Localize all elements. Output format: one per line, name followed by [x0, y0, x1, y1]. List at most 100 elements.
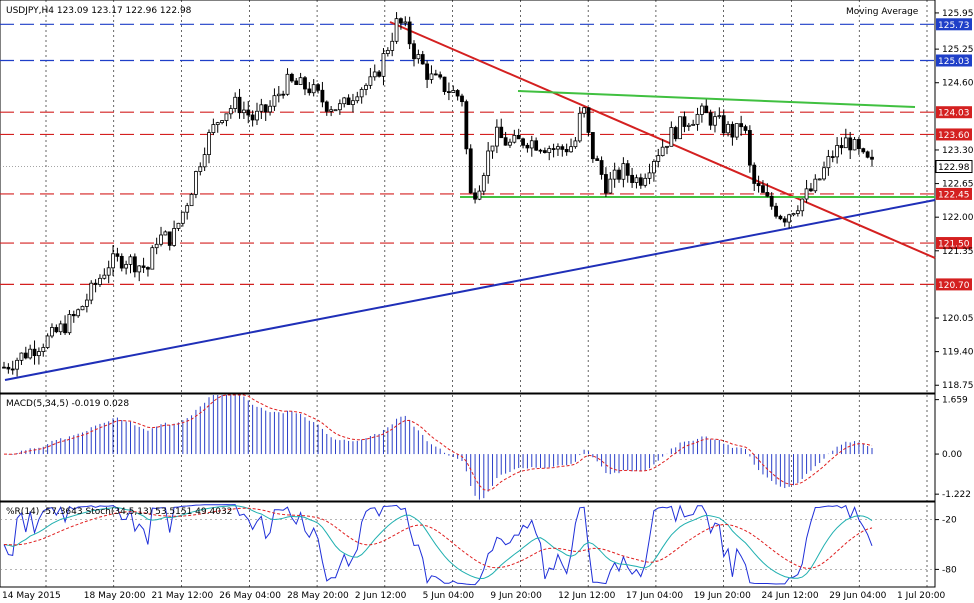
candle-body [228, 108, 233, 115]
price-tick-label: 120.05 [942, 314, 974, 324]
time-label: 19 Jun 20:00 [694, 591, 751, 601]
candle-body [10, 368, 15, 371]
candle-body [804, 188, 809, 200]
candle-body [399, 18, 403, 24]
candle-body [717, 115, 722, 118]
candle-body [691, 123, 696, 126]
candle-body [494, 126, 499, 147]
candle-body [146, 267, 150, 270]
candle-body [316, 84, 320, 91]
candle-body [420, 54, 425, 65]
candle-body [89, 282, 94, 301]
wpr-tick-label: -20 [942, 516, 957, 526]
candle-body [111, 253, 115, 269]
candle-body [132, 256, 137, 273]
candle-body [582, 107, 587, 114]
candle-body [556, 146, 560, 150]
candle-body [560, 146, 565, 150]
candle-body [364, 84, 368, 90]
support-trendline [4, 199, 936, 381]
candle-body [180, 211, 185, 224]
level-tag-label: 123.60 [938, 131, 970, 141]
candle-body [45, 335, 50, 348]
candle-body [739, 123, 744, 128]
candle-body [800, 198, 805, 212]
candle-body [608, 178, 613, 194]
candle-body [830, 156, 835, 158]
candle-body [41, 347, 46, 352]
candle-body [263, 104, 268, 113]
candle-body [486, 150, 491, 176]
candle-body [150, 247, 155, 270]
candle-body [590, 132, 595, 160]
candle-body [656, 155, 661, 162]
candle-body [189, 193, 194, 207]
level-tag-label: 120.70 [938, 281, 970, 291]
candle-body [337, 103, 342, 111]
candle-body [686, 124, 691, 127]
candle-body [207, 132, 211, 155]
candle-body [115, 253, 120, 257]
candle-body [525, 144, 530, 149]
price-tick-label: 125.25 [942, 45, 974, 55]
candle-body [743, 126, 748, 131]
candle-body [569, 146, 573, 153]
candle-body [529, 140, 534, 149]
candle-body [761, 185, 765, 193]
candle-body [665, 145, 669, 148]
candle-body [782, 218, 787, 223]
candle-body [342, 97, 347, 105]
level-tag [936, 128, 972, 141]
candle-body [809, 188, 813, 192]
candle-body [255, 110, 259, 121]
candle-body [298, 77, 303, 85]
price-tick-label: 118.75 [942, 381, 974, 391]
candle-body [617, 169, 621, 180]
candle-body [455, 90, 460, 97]
candle-body [351, 100, 355, 105]
candle-body [433, 73, 438, 76]
candle-body [734, 123, 739, 138]
time-label: 12 Jun 12:00 [558, 591, 615, 601]
macd-tick-label: 0.00 [942, 450, 962, 460]
candle-body [508, 141, 512, 146]
candle-body [599, 160, 604, 175]
candle-body [573, 140, 578, 148]
candle-body [93, 282, 98, 285]
macd-signal-line [3, 394, 873, 491]
candle-body [307, 88, 312, 94]
time-label: 21 May 12:00 [152, 591, 214, 601]
candle-body [119, 255, 124, 269]
time-label: 28 May 20:00 [287, 591, 349, 601]
candle-body [699, 105, 704, 115]
candle-body [726, 123, 730, 134]
candle-body [2, 366, 6, 369]
candle-body [778, 215, 783, 220]
candle-body [490, 145, 495, 152]
macd-tick-label: -1.222 [942, 490, 971, 500]
candle-body [848, 137, 853, 151]
candle-body [621, 163, 626, 180]
candle-body [215, 122, 220, 125]
level-tag-label: 121.50 [938, 240, 970, 250]
time-label: 1 Jul 20:00 [897, 591, 946, 601]
time-axis: 14 May 2015 18 May 20:00 21 May 12:00 26 Ma… [2, 591, 946, 601]
candle-body [652, 161, 656, 174]
candle-body [198, 166, 203, 172]
candle-body [246, 109, 251, 116]
wpr-label: %R(14) -57.3643 Stoch(34,5,13) 53.5151 4… [6, 507, 232, 517]
time-label: 24 Jun 12:00 [761, 591, 818, 601]
candle-body [176, 222, 181, 229]
candle-body [385, 50, 390, 54]
time-label: 2 Jun 12:00 [355, 591, 407, 601]
candle-body [634, 177, 639, 183]
candle-body [54, 327, 59, 333]
level-tag-label: 124.03 [938, 109, 970, 119]
level-tag [936, 54, 972, 67]
candle-body [329, 109, 334, 112]
price-axis: 125.95 125.25 124.60 123.30 122.65 122.00 121.… [935, 9, 974, 575]
macd-histogram [3, 394, 873, 500]
candle-body [67, 314, 72, 334]
candle-body [861, 148, 866, 153]
